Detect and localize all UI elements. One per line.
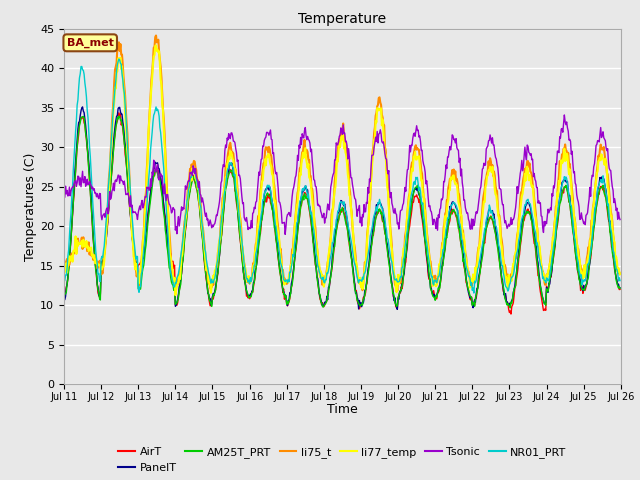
Title: Temperature: Temperature — [298, 12, 387, 26]
Y-axis label: Temperatures (C): Temperatures (C) — [24, 152, 37, 261]
Legend: AirT, PanelT, AM25T_PRT, li75_t, li77_temp, Tsonic, NR01_PRT: AirT, PanelT, AM25T_PRT, li75_t, li77_te… — [114, 443, 571, 477]
Text: BA_met: BA_met — [67, 37, 114, 48]
X-axis label: Time: Time — [327, 403, 358, 416]
